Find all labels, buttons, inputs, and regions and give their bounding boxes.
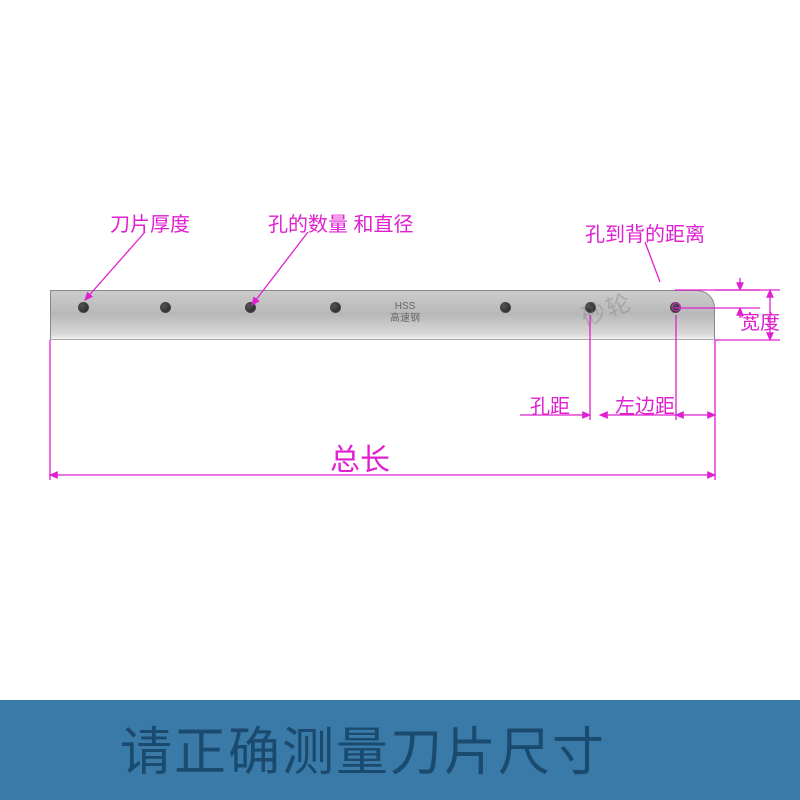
blade-marking-line2: 高速钢	[390, 313, 420, 325]
label-hole-pitch: 孔距	[530, 390, 570, 419]
blade-hole	[500, 302, 511, 313]
label-hole-to-back: 孔到背的距离	[585, 218, 705, 247]
blade-hole	[330, 302, 341, 313]
label-width: 宽度	[740, 306, 780, 335]
label-left-margin: 左边距	[615, 390, 675, 419]
blade-marking: HSS 高速钢	[390, 301, 420, 325]
annotation-lines	[0, 0, 800, 700]
blade-marking-line1: HSS	[390, 301, 420, 313]
blade-hole	[78, 302, 89, 313]
blade-hole	[670, 302, 681, 313]
diagram-area: HSS 高速钢 刀片厚度 孔的数量 和直径 孔到背的距离 宽度 孔距 左边距 总…	[0, 0, 800, 700]
blade-hole	[160, 302, 171, 313]
blade-cutting-edge	[50, 334, 715, 340]
blade-hole	[245, 302, 256, 313]
banner-text: 请正确测量刀片尺寸	[120, 710, 606, 785]
label-hole-count-diameter: 孔的数量 和直径	[268, 208, 414, 237]
label-total-length: 总长	[330, 435, 390, 479]
label-thickness: 刀片厚度	[110, 208, 190, 237]
